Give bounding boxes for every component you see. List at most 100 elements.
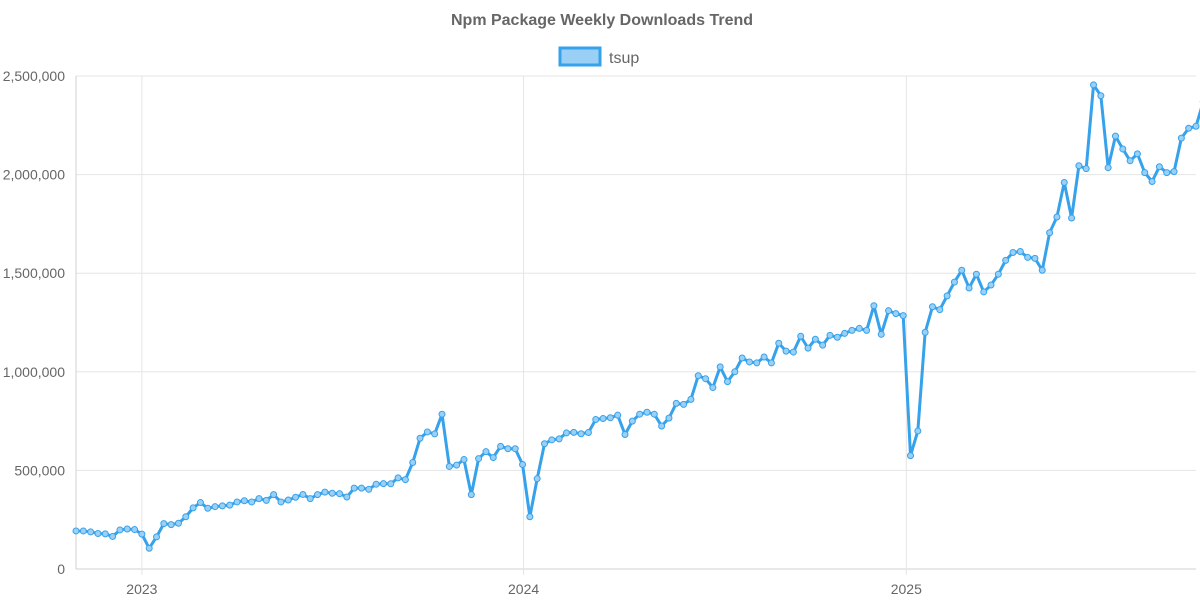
- data-point[interactable]: [767, 359, 775, 367]
- data-point[interactable]: [233, 498, 241, 506]
- data-point[interactable]: [321, 488, 329, 496]
- data-point[interactable]: [218, 502, 226, 510]
- data-point[interactable]: [314, 491, 322, 499]
- data-point[interactable]: [262, 496, 270, 504]
- data-point[interactable]: [987, 281, 995, 289]
- data-point[interactable]: [1082, 165, 1090, 173]
- data-point[interactable]: [877, 330, 885, 338]
- data-point[interactable]: [1148, 178, 1156, 185]
- data-point[interactable]: [1053, 213, 1061, 221]
- data-point[interactable]: [1104, 164, 1112, 172]
- data-point[interactable]: [665, 414, 673, 422]
- data-point[interactable]: [577, 430, 585, 438]
- data-point[interactable]: [782, 347, 790, 355]
- data-point[interactable]: [123, 525, 131, 533]
- data-point[interactable]: [94, 530, 102, 537]
- data-point[interactable]: [196, 499, 204, 507]
- data-point[interactable]: [1177, 134, 1185, 142]
- data-point[interactable]: [899, 312, 907, 320]
- data-point[interactable]: [226, 501, 234, 509]
- data-point[interactable]: [511, 445, 519, 453]
- data-point[interactable]: [541, 440, 548, 448]
- data-point[interactable]: [504, 445, 512, 453]
- data-point[interactable]: [775, 339, 783, 347]
- data-point[interactable]: [431, 430, 439, 438]
- data-point[interactable]: [811, 335, 819, 343]
- data-point[interactable]: [614, 411, 622, 419]
- data-point[interactable]: [892, 310, 900, 318]
- data-point[interactable]: [797, 332, 805, 340]
- data-point[interactable]: [131, 526, 139, 534]
- data-point[interactable]: [709, 384, 717, 392]
- data-point[interactable]: [145, 544, 153, 552]
- data-point[interactable]: [958, 266, 966, 274]
- data-point[interactable]: [972, 270, 980, 278]
- data-point[interactable]: [731, 368, 739, 376]
- data-point[interactable]: [643, 408, 651, 416]
- data-point[interactable]: [160, 520, 168, 528]
- data-point[interactable]: [650, 410, 658, 418]
- data-point[interactable]: [863, 326, 871, 334]
- data-point[interactable]: [570, 428, 578, 436]
- data-point[interactable]: [1016, 248, 1024, 256]
- data-point[interactable]: [1031, 254, 1039, 262]
- data-point[interactable]: [555, 435, 563, 443]
- data-point[interactable]: [606, 414, 614, 422]
- data-point[interactable]: [240, 497, 248, 505]
- data-point[interactable]: [1075, 162, 1083, 170]
- data-point[interactable]: [467, 491, 475, 499]
- data-point[interactable]: [914, 427, 922, 435]
- data-point[interactable]: [584, 429, 592, 437]
- data-point[interactable]: [1038, 266, 1046, 274]
- data-point[interactable]: [943, 292, 951, 300]
- data-point[interactable]: [804, 344, 812, 352]
- data-point[interactable]: [482, 448, 490, 456]
- data-point[interactable]: [167, 521, 175, 529]
- data-point[interactable]: [475, 455, 483, 463]
- data-point[interactable]: [1133, 150, 1141, 158]
- data-point[interactable]: [1002, 256, 1010, 264]
- data-point[interactable]: [284, 496, 292, 504]
- data-point[interactable]: [848, 326, 856, 334]
- data-point[interactable]: [548, 436, 556, 444]
- data-point[interactable]: [138, 530, 146, 538]
- data-point[interactable]: [401, 476, 409, 484]
- data-point[interactable]: [1170, 168, 1178, 176]
- data-point[interactable]: [819, 341, 827, 349]
- data-point[interactable]: [1097, 92, 1105, 100]
- legend-label-tsup[interactable]: tsup: [609, 50, 639, 67]
- data-point[interactable]: [1119, 145, 1127, 153]
- data-point[interactable]: [628, 417, 636, 425]
- data-point[interactable]: [292, 493, 300, 501]
- data-point[interactable]: [702, 375, 710, 383]
- data-point[interactable]: [387, 480, 395, 488]
- data-point[interactable]: [621, 431, 629, 439]
- data-point[interactable]: [182, 513, 190, 521]
- data-point[interactable]: [738, 354, 746, 362]
- data-point[interactable]: [855, 324, 863, 332]
- data-point[interactable]: [928, 303, 936, 311]
- data-point[interactable]: [965, 284, 973, 292]
- data-point[interactable]: [1111, 132, 1119, 140]
- data-point[interactable]: [453, 461, 461, 469]
- data-point[interactable]: [270, 491, 278, 499]
- data-point[interactable]: [211, 503, 219, 511]
- legend-swatch-tsup[interactable]: [558, 46, 602, 67]
- data-point[interactable]: [980, 288, 988, 296]
- data-point[interactable]: [445, 462, 453, 470]
- data-point[interactable]: [870, 302, 878, 310]
- data-point[interactable]: [189, 504, 197, 512]
- data-point[interactable]: [1060, 178, 1068, 186]
- data-point[interactable]: [1141, 169, 1149, 177]
- data-point[interactable]: [672, 399, 680, 407]
- data-point[interactable]: [1024, 253, 1032, 261]
- data-point[interactable]: [423, 428, 431, 436]
- data-point[interactable]: [694, 372, 702, 380]
- data-point[interactable]: [753, 359, 761, 367]
- data-point[interactable]: [687, 395, 695, 403]
- data-point[interactable]: [1192, 122, 1200, 130]
- data-point[interactable]: [357, 484, 365, 492]
- data-point[interactable]: [833, 333, 841, 341]
- data-point[interactable]: [153, 533, 161, 541]
- data-point[interactable]: [921, 328, 929, 336]
